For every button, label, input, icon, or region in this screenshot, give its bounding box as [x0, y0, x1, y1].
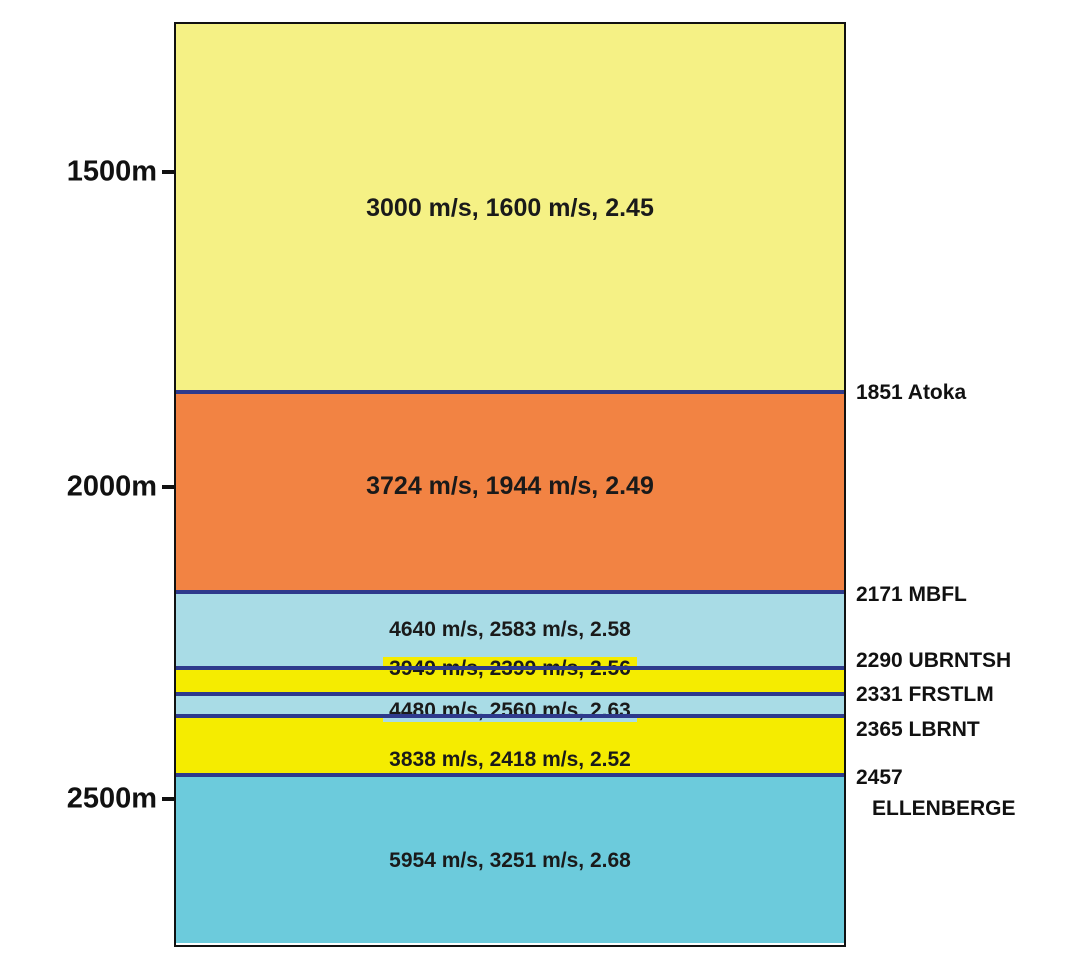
- depth-tick-label: 2000m: [66, 470, 157, 503]
- horizon-line-lbrnt: [176, 714, 846, 718]
- horizon-label-ubrntsh: 2290 UBRNTSH: [856, 649, 1012, 672]
- layer-mbfl-ubrntsh: 4640 m/s, 2583 m/s, 2.58: [176, 592, 844, 668]
- horizon-line-mbfl: [176, 590, 846, 594]
- layer-properties-label: 5954 m/s, 3251 m/s, 2.68: [389, 849, 631, 872]
- horizon-line-ubrntsh: [176, 666, 846, 670]
- horizon-label-lbrnt: 2365 LBRNT: [856, 718, 980, 741]
- layer-properties-label: 4480 m/s, 2560 m/s, 2.63: [176, 699, 844, 723]
- depth-tick: [162, 170, 176, 174]
- horizon-label-ellenberge-name: ELLENBERGE: [872, 797, 1016, 820]
- layer-ellenberge-below: 5954 m/s, 3251 m/s, 2.68: [176, 775, 844, 943]
- horizon-label-frstlm: 2331 FRSTLM: [856, 683, 994, 706]
- horizon-line-atoka: [176, 390, 846, 394]
- horizon-line-ellenberge: [176, 773, 846, 777]
- horizon-label-atoka: 1851 Atoka: [856, 381, 967, 404]
- layer-atoka-above: 3000 m/s, 1600 m/s, 2.45: [176, 24, 844, 392]
- horizon-line-frstlm: [176, 692, 846, 696]
- horizon-label-mbfl: 2171 MBFL: [856, 583, 967, 606]
- layer-atoka-mbfl: 3724 m/s, 1944 m/s, 2.49: [176, 392, 844, 592]
- layer-lbrnt-ellenberge: 3838 m/s, 2418 m/s, 2.52: [176, 716, 844, 775]
- layer-properties-label: 3838 m/s, 2418 m/s, 2.52: [389, 748, 631, 771]
- layer-properties-label: 4640 m/s, 2583 m/s, 2.58: [389, 618, 631, 641]
- depth-tick-label: 1500m: [66, 155, 157, 188]
- depth-tick: [162, 485, 176, 489]
- depth-tick: [162, 797, 176, 801]
- layer-properties-label: 3724 m/s, 1944 m/s, 2.49: [366, 472, 654, 500]
- depth-tick-label: 2500m: [66, 782, 157, 815]
- horizon-label-ellenberge-depth: 2457: [856, 766, 903, 789]
- layer-properties-label: 3000 m/s, 1600 m/s, 2.45: [366, 194, 654, 222]
